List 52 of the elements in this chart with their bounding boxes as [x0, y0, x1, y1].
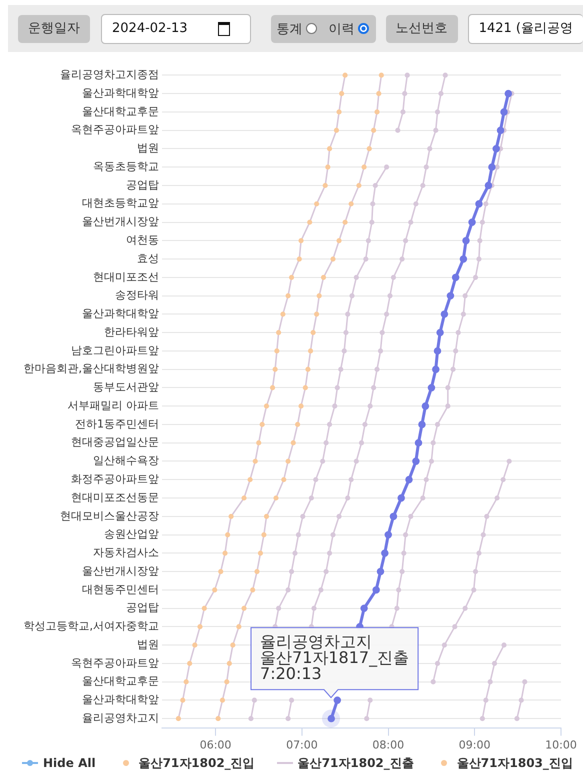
x-tick-label: 10:00: [545, 738, 577, 752]
y-tick-label: 울산번개시장앞: [82, 215, 159, 228]
y-tick-label: 현대미포조선: [93, 270, 159, 284]
y-tick-label: 울산대학교후문: [82, 674, 159, 688]
y-tick-label: 한마음회관,울산대학병원앞: [24, 362, 159, 376]
text: 노선번호: [396, 20, 448, 36]
y-tick-label: 옥동초등학교: [93, 160, 159, 173]
y-tick-label: 울산대학교후문: [82, 104, 159, 118]
y-tick-label: 울산과학대학앞: [82, 693, 159, 706]
y-tick-label: 서부패밀리 아파트: [68, 398, 159, 412]
y-tick-label: 옥현주공아파트앞: [71, 123, 159, 136]
y-tick-label: 효성: [137, 252, 159, 265]
y-tick-label: 전하1동주민센터: [75, 417, 159, 430]
legend-label: 울산71자1803_진입: [456, 754, 573, 772]
x-tick-label: 06:00: [200, 738, 232, 752]
y-tick-label: 동부도서관앞: [93, 380, 159, 394]
y-tick-label: 공업탑: [126, 178, 159, 192]
y-tick-label: 대현초등학교앞: [82, 196, 159, 210]
y-tick-label: 송원산업앞: [104, 528, 159, 541]
x-tick-label: 07:00: [286, 738, 318, 752]
y-tick-label: 송정타워: [115, 288, 159, 302]
text: 2024-02-13: [112, 20, 188, 38]
y-tick-label: 한라타워앞: [104, 325, 159, 338]
y-tick-label: 여천동: [126, 234, 159, 246]
y-tick-label: 율리공영차고지종점: [60, 68, 159, 82]
y-tick-label: 율리공영차고지: [82, 711, 159, 724]
y-tick-label: 자동차검사소: [93, 546, 159, 560]
x-tick-label: 09:00: [458, 738, 490, 752]
y-tick-label: 현대중공업일산문: [71, 436, 159, 449]
text: 이력: [328, 20, 355, 38]
y-tick-label: 일산해수욕장: [93, 454, 159, 468]
text: Hide All: [43, 756, 96, 770]
y-tick-label: 화정주공아파트앞: [71, 472, 159, 486]
legend-label: 울산71자1802_진출: [298, 754, 414, 772]
annotation: 율리공영차고지 울산71자1817_진출 7:20:13: [260, 632, 410, 683]
y-tick-label: 현대미포조선동문: [71, 490, 159, 504]
y-tick-label: 공업탑: [126, 601, 159, 614]
y-tick-label: 현대모비스울산공장: [60, 509, 159, 522]
y-tick-label: 울산과학대학앞: [82, 307, 159, 320]
y-tick-label: 남호그린아파트앞: [71, 344, 159, 357]
y-tick-label: 학성고등학교,서여자중학교: [24, 620, 159, 633]
y-tick-label: 법원: [137, 638, 159, 651]
text: 운행일자: [28, 20, 80, 36]
text: 통계: [276, 20, 303, 38]
legend-label: 울산71자1802_진입: [138, 754, 255, 772]
y-tick-label: 울산번개시장앞: [82, 564, 159, 578]
y-tick-label: 옥현주공아파트앞: [71, 656, 159, 670]
y-tick-label: 울산과학대학앞: [82, 86, 159, 100]
text: 1421 (율리공영: [478, 20, 573, 38]
y-tick-label: 대현동주민센터: [82, 582, 159, 596]
y-tick-label: 법원: [137, 142, 159, 155]
x-tick-label: 08:00: [372, 738, 404, 752]
